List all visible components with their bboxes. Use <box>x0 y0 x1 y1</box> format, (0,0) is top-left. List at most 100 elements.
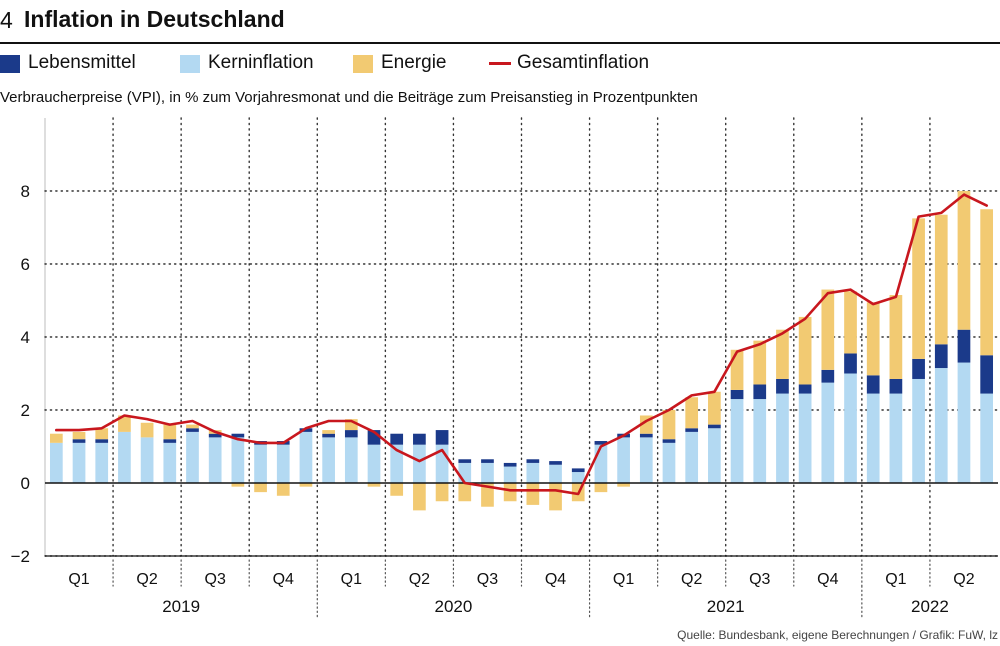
bar-energie <box>957 191 971 330</box>
bar-energie <box>503 483 517 502</box>
bar-kerninflation <box>639 437 653 483</box>
bar-kerninflation <box>934 368 948 483</box>
bar-kerninflation <box>594 444 608 483</box>
bar-lebensmittel <box>344 430 358 438</box>
bar-kerninflation <box>776 393 789 483</box>
bar-kerninflation <box>685 431 699 483</box>
bar-lebensmittel <box>163 439 177 443</box>
bar-energie <box>322 430 335 434</box>
bar-kerninflation <box>49 442 63 483</box>
bar-lebensmittel <box>503 462 517 467</box>
bar-kerninflation <box>844 373 857 483</box>
bar-lebensmittel <box>821 369 835 383</box>
quarter-label: Q2 <box>953 571 974 588</box>
bar-energie <box>49 433 63 443</box>
y-tick-label: 8 <box>21 182 30 201</box>
bar-kerninflation <box>866 393 880 483</box>
bar-kerninflation <box>912 378 925 483</box>
bar-energie <box>299 483 313 487</box>
chart-header: 4 Inflation in Deutschland <box>0 0 1000 44</box>
bar-energie <box>662 410 676 440</box>
quarter-label: Q2 <box>681 571 702 588</box>
legend-swatch-lebensmittel <box>0 55 20 73</box>
bar-energie <box>526 483 540 505</box>
legend-label-lebensmittel: Lebensmittel <box>28 52 136 73</box>
quarter-label: Q1 <box>341 571 362 588</box>
quarter-label: Q2 <box>409 571 430 588</box>
bar-lebensmittel <box>526 459 540 463</box>
bar-energie <box>798 316 812 385</box>
quarter-label: Q2 <box>136 571 157 588</box>
quarter-label: Q4 <box>817 571 838 588</box>
bar-kerninflation <box>118 431 131 483</box>
bar-energie <box>844 291 857 354</box>
year-label: 2019 <box>162 597 200 616</box>
bar-kerninflation <box>481 462 494 483</box>
bar-lebensmittel <box>571 468 585 473</box>
bar-lebensmittel <box>390 433 404 445</box>
bar-kerninflation <box>662 442 676 483</box>
bar-lebensmittel <box>730 389 744 400</box>
bar-energie <box>980 209 994 356</box>
legend-swatch-energie <box>353 55 373 73</box>
bar-lebensmittel <box>934 344 948 369</box>
bar-lebensmittel <box>186 428 199 432</box>
quarter-label: Q1 <box>613 571 634 588</box>
quarter-label: Q3 <box>477 571 498 588</box>
quarter-label: Q1 <box>68 571 89 588</box>
bar-kerninflation <box>571 472 585 483</box>
bar-energie <box>140 422 154 438</box>
bar-kerninflation <box>299 431 313 483</box>
bar-energie <box>254 483 267 493</box>
bar-lebensmittel <box>685 428 699 432</box>
legend: Lebensmittel Kerninflation Energie Gesam… <box>0 52 1000 78</box>
bar-energie <box>481 483 494 507</box>
bar-kerninflation <box>186 431 199 483</box>
y-tick-label: 4 <box>21 328 30 347</box>
bar-energie <box>821 289 835 370</box>
bar-kerninflation <box>276 444 290 483</box>
bar-kerninflation <box>617 437 630 483</box>
bar-energie <box>118 415 131 432</box>
y-tick-label: 0 <box>21 474 30 493</box>
y-tick-label: 6 <box>21 255 30 274</box>
bar-energie <box>231 483 245 487</box>
bar-energie <box>458 483 472 502</box>
bar-energie <box>276 483 290 496</box>
bar-kerninflation <box>798 393 812 483</box>
y-tick-label: −2 <box>11 547 30 566</box>
bar-kerninflation <box>957 362 971 483</box>
bar-energie <box>866 302 880 376</box>
bar-energie <box>413 483 426 511</box>
bar-energie <box>776 329 789 379</box>
bar-lebensmittel <box>72 439 86 443</box>
bar-kerninflation <box>390 444 404 483</box>
bar-lebensmittel <box>481 459 494 463</box>
line-gesamtinflation <box>54 193 989 496</box>
header-divider <box>0 42 1000 44</box>
legend-label-energie: Energie <box>381 52 447 73</box>
chart-subtitle: Verbraucherpreise (VPI), in % zum Vorjah… <box>0 89 698 106</box>
bar-energie <box>186 424 199 429</box>
y-tick-label: 2 <box>21 401 30 420</box>
source-note: Quelle: Bundesbank, eigene Berechnungen … <box>677 628 998 642</box>
bar-kerninflation <box>980 393 994 483</box>
bar-kerninflation <box>95 442 109 483</box>
quarter-label: Q1 <box>885 571 906 588</box>
year-label: 2021 <box>707 597 745 616</box>
bar-lebensmittel <box>299 428 313 432</box>
bar-lebensmittel <box>95 439 109 443</box>
bar-energie <box>435 483 449 502</box>
legend-label-kerninflation: Kerninflation <box>208 52 314 73</box>
bar-energie <box>594 483 608 493</box>
bar-energie <box>685 397 699 429</box>
bar-lebensmittel <box>231 433 245 438</box>
bar-lebensmittel <box>549 461 562 465</box>
bar-kerninflation <box>322 437 335 483</box>
bar-kerninflation <box>526 462 540 483</box>
bar-kerninflation <box>730 399 744 483</box>
bar-lebensmittel <box>662 439 676 443</box>
bar-kerninflation <box>753 399 767 483</box>
bar-kerninflation <box>72 442 86 483</box>
bar-kerninflation <box>367 444 381 483</box>
